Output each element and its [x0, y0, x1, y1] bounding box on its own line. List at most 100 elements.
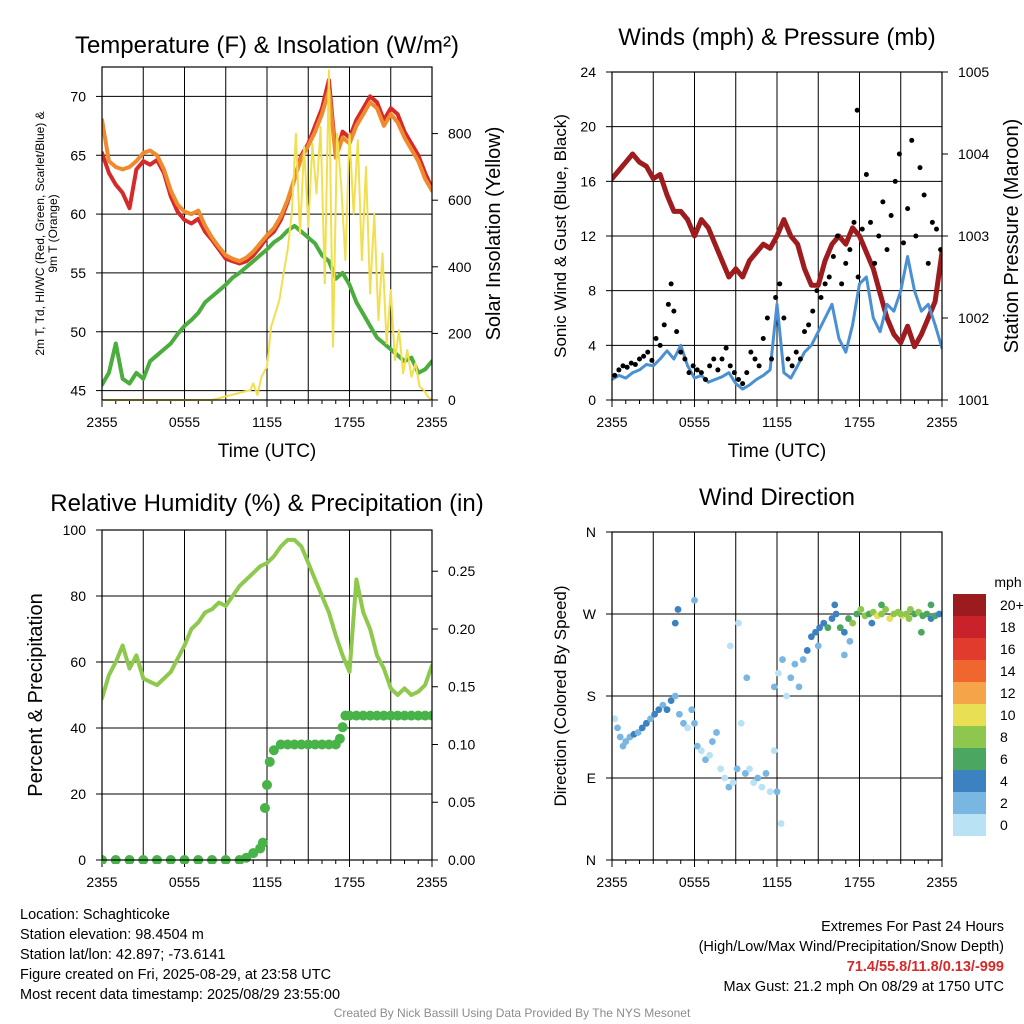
- series-line: [612, 255, 942, 391]
- direction-point: [774, 669, 782, 677]
- direction-point: [857, 606, 865, 613]
- chart-title: Wind Direction: [699, 484, 855, 511]
- colorbar-swatch: [953, 726, 986, 748]
- colorbar-label: 4: [1000, 773, 1008, 789]
- direction-point: [927, 601, 935, 609]
- data-point: [888, 213, 894, 218]
- direction-point: [713, 729, 720, 736]
- x-tick-label: 2355: [416, 874, 447, 890]
- direction-point: [735, 619, 742, 627]
- direction-point: [783, 692, 791, 700]
- direction-point: [758, 783, 766, 791]
- direction-point: [868, 619, 876, 627]
- data-point: [686, 370, 692, 376]
- x-tick-label: 2355: [86, 874, 117, 890]
- direction-point: [840, 651, 848, 659]
- data-point: [810, 308, 816, 314]
- data-point: [905, 206, 911, 212]
- colorbar-label: 18: [1000, 619, 1016, 635]
- direction-point: [691, 596, 698, 604]
- svg-text:Solar Insolation (Yellow): Solar Insolation (Yellow): [483, 127, 505, 341]
- colorbar-swatch: [953, 616, 986, 638]
- y-tick-label: 60: [70, 206, 86, 222]
- direction-point: [846, 637, 854, 645]
- data-point: [818, 295, 824, 300]
- y-tick-label: 80: [70, 588, 86, 604]
- direction-point: [706, 751, 714, 759]
- data-point: [632, 361, 638, 367]
- y-tick-label: N: [586, 852, 596, 868]
- direction-point: [828, 615, 836, 622]
- data-point: [257, 837, 268, 848]
- x-tick-label: 2355: [416, 414, 447, 430]
- direction-point: [831, 601, 839, 609]
- credit-line: Created By Nick Bassill Using Data Provi…: [333, 1006, 691, 1020]
- colorbar-label: 14: [1000, 663, 1016, 679]
- data-point: [671, 308, 677, 314]
- direction-point: [807, 633, 815, 641]
- colorbar-label: 10: [1000, 707, 1016, 723]
- y2-tick-label: 1002: [958, 310, 989, 326]
- data-point: [736, 377, 741, 382]
- data-point: [385, 710, 396, 721]
- series-line: [102, 69, 432, 401]
- x-tick-label: 1155: [252, 874, 282, 890]
- plot-area: [102, 69, 432, 401]
- data-point: [657, 342, 663, 348]
- data-point: [740, 381, 746, 387]
- latlon-label: Station lat/lon: 42.897; -73.6141: [20, 947, 226, 963]
- x-tick-label: 2355: [86, 414, 117, 430]
- plot-area: [612, 596, 942, 827]
- data-point: [690, 363, 696, 369]
- data-point: [715, 367, 721, 373]
- y-tick-label: 100: [63, 522, 87, 538]
- chart-title: Temperature (F) & Insolation (W/m²): [75, 32, 459, 59]
- data-point: [847, 247, 853, 253]
- direction-point: [849, 619, 857, 627]
- direction-point: [750, 779, 758, 786]
- y2-tick-label: 0.20: [448, 621, 475, 637]
- direction-point: [614, 724, 621, 732]
- data-point: [917, 165, 923, 171]
- direction-point: [642, 719, 650, 727]
- direction-point: [754, 774, 762, 782]
- y-tick-label: 70: [70, 88, 86, 104]
- y-axis-label: Direction (Colored By Speed): [551, 585, 570, 806]
- direction-point: [816, 624, 824, 632]
- data-point: [880, 199, 886, 205]
- plot-frame: [611, 531, 943, 861]
- colorbar-swatch: [953, 638, 986, 660]
- data-point: [365, 710, 376, 721]
- direction-point: [777, 820, 785, 827]
- direction-point: [840, 628, 848, 636]
- data-point: [645, 349, 651, 355]
- data-point: [694, 367, 700, 373]
- data-point: [769, 356, 774, 362]
- direction-point: [787, 674, 795, 682]
- y-tick-label: N: [586, 524, 596, 540]
- y2-tick-label: 1003: [958, 228, 989, 244]
- direction-point: [853, 610, 861, 618]
- x-tick-label: 2355: [596, 874, 627, 890]
- data-point: [934, 226, 939, 232]
- data-point: [835, 233, 840, 239]
- x-tick-label: 1155: [762, 874, 792, 890]
- data-point: [851, 219, 857, 225]
- data-point: [892, 178, 898, 184]
- chart-title: Winds (mph) & Pressure (mb): [618, 24, 935, 51]
- direction-point: [634, 729, 642, 736]
- colorbar-unit: mph: [994, 574, 1021, 590]
- y2-tick-label: 0.00: [448, 852, 475, 868]
- x-axis-label: Time (UTC): [728, 441, 827, 462]
- data-point: [406, 710, 417, 721]
- recent-data-label: Most recent data timestamp: 2025/08/29 2…: [20, 987, 341, 1003]
- y-tick-label: 65: [70, 147, 86, 163]
- data-point: [378, 710, 389, 721]
- colorbar-label: 12: [1000, 685, 1016, 701]
- direction-point: [906, 606, 914, 613]
- y-tick-label: 16: [580, 173, 596, 189]
- data-point: [303, 739, 314, 750]
- direction-point: [659, 701, 667, 709]
